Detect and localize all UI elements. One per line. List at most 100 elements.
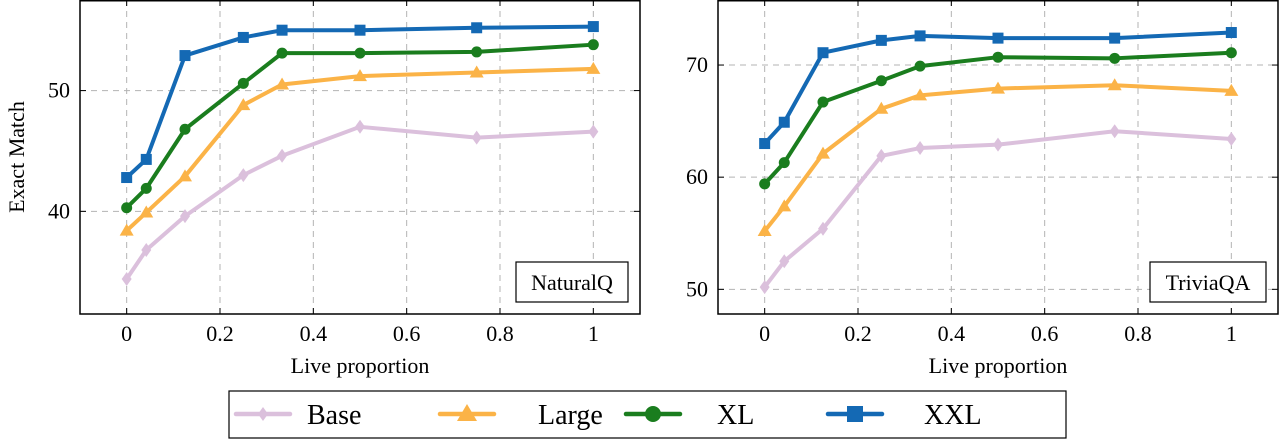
plot-frame — [79, 0, 641, 315]
data-point — [875, 34, 887, 46]
data-point — [778, 116, 790, 128]
data-point — [759, 280, 770, 295]
data-point — [779, 254, 790, 269]
data-point — [179, 50, 191, 62]
plot-frame — [717, 0, 1279, 315]
panel-label: TriviaQA — [1166, 270, 1251, 295]
data-point — [471, 130, 482, 145]
series-line — [124, 124, 596, 281]
legend-label: Base — [307, 400, 361, 431]
data-point — [992, 51, 1004, 63]
data-point — [1225, 27, 1237, 39]
x-tick-label: 0 — [759, 321, 770, 346]
data-point — [992, 32, 1004, 44]
legend-diamond-icon — [258, 407, 268, 421]
legend-triangle-icon — [457, 404, 477, 421]
legend-label: XXL — [924, 400, 982, 431]
x-tick-label: 1 — [588, 321, 599, 346]
data-point — [139, 205, 154, 218]
data-point — [355, 119, 365, 134]
panel-label: NaturalQ — [531, 270, 613, 295]
data-point — [354, 24, 366, 36]
data-point — [757, 224, 772, 237]
data-point — [993, 137, 1003, 152]
data-point — [777, 199, 792, 212]
data-point — [759, 138, 771, 150]
data-point — [818, 221, 828, 236]
triviaqa-chart-panel: 0 0.2 0.4 0.6 0.8 1 50 60 70 Live proportion Trivi… — [686, 0, 1279, 378]
data-point — [914, 60, 926, 72]
data-point — [1225, 47, 1237, 59]
data-point — [121, 202, 133, 214]
y-tick-label: 40 — [48, 198, 70, 223]
series-xxl — [759, 27, 1237, 150]
data-point — [275, 77, 290, 90]
data-point — [914, 30, 926, 42]
data-point — [1224, 83, 1239, 96]
data-point — [353, 69, 367, 82]
data-point — [587, 39, 599, 51]
data-point — [913, 88, 928, 101]
x-tick-label: 0.4 — [938, 321, 966, 346]
data-point — [140, 182, 152, 194]
x-tick-label: 0.8 — [486, 321, 514, 346]
series-line — [124, 42, 596, 210]
x-tick-label: 0 — [121, 321, 132, 346]
legend-circle-icon — [645, 406, 661, 422]
legend-square-icon — [847, 406, 863, 422]
data-point — [817, 96, 829, 108]
x-tick-label: 0.4 — [300, 321, 328, 346]
panel-label-box — [515, 261, 629, 303]
series-line — [124, 24, 596, 180]
series-base — [759, 124, 1237, 295]
legend-label: XL — [717, 400, 754, 431]
x-tick-label: 0.2 — [206, 321, 234, 346]
data-point — [991, 81, 1005, 94]
x-tick-label: 0.6 — [393, 321, 421, 346]
x-axis-label: Live proportion — [929, 353, 1068, 378]
naturalq-chart-panel: 0 0.2 0.4 0.6 0.8 1 40 50 Live proportion Exact M… — [4, 0, 641, 378]
series-xl — [759, 47, 1237, 190]
y-tick-label: 70 — [686, 52, 708, 77]
data-point — [1107, 78, 1122, 91]
series-xxl — [121, 21, 599, 184]
y-tick-label: 50 — [48, 78, 70, 103]
data-point — [817, 47, 829, 59]
data-point — [586, 61, 601, 74]
data-point — [119, 223, 134, 236]
data-point — [140, 153, 152, 165]
data-point — [180, 209, 190, 224]
y-axis-label: Exact Match — [4, 101, 29, 213]
data-point — [588, 124, 599, 139]
legend-entry-xl: XL — [623, 400, 754, 431]
data-point — [141, 242, 152, 257]
series-xl — [121, 39, 599, 214]
series-line — [124, 66, 596, 233]
series-large — [119, 61, 601, 236]
x-tick-label: 1 — [1226, 321, 1237, 346]
data-point — [469, 65, 484, 78]
legend-label: Large — [538, 400, 603, 431]
data-point — [471, 46, 483, 58]
series-line — [762, 129, 1234, 290]
y-tick-label: 50 — [686, 276, 708, 301]
data-point — [759, 178, 771, 190]
panel-label-box — [1149, 261, 1267, 303]
data-point — [237, 77, 249, 89]
data-point — [874, 101, 889, 114]
chart-legend: Base Large XL XXL — [228, 390, 1067, 439]
y-tick-label: 60 — [686, 164, 708, 189]
data-point — [354, 47, 366, 59]
legend-entry-large: Large — [437, 400, 603, 431]
data-point — [178, 169, 192, 182]
series-line — [762, 50, 1234, 186]
x-tick-label: 0.6 — [1031, 321, 1059, 346]
data-point — [179, 123, 191, 135]
data-point — [237, 31, 249, 43]
series-large — [757, 78, 1239, 237]
series-line — [762, 30, 1234, 146]
x-tick-label: 0.2 — [844, 321, 872, 346]
series-base — [121, 119, 599, 286]
data-point — [816, 146, 830, 159]
